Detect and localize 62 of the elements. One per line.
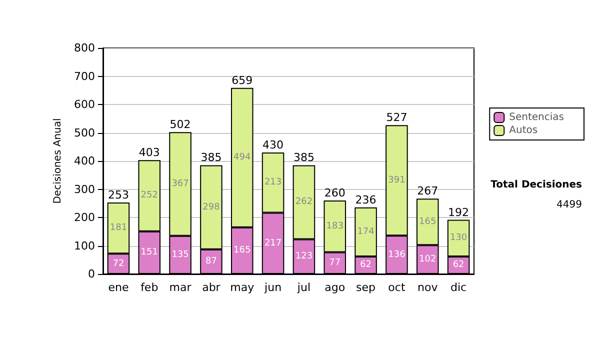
y-tick-label: 700 <box>74 70 95 83</box>
data-label: 298 <box>202 202 220 212</box>
data-label: 174 <box>357 226 375 237</box>
total-label: 659 <box>232 74 253 87</box>
data-label: 102 <box>419 254 436 265</box>
data-label: 123 <box>295 252 313 262</box>
x-tick-label: feb <box>140 281 158 294</box>
data-label: 183 <box>326 221 344 232</box>
data-label: 252 <box>140 190 158 201</box>
y-axis-title: Decisiones Anual <box>52 118 64 204</box>
total-label: 385 <box>200 151 222 164</box>
y-tick-label: 100 <box>74 239 95 252</box>
x-tick-label: jun <box>264 281 282 294</box>
legend-label: Autos <box>509 125 538 136</box>
data-label: 62 <box>360 260 372 270</box>
data-label: 165 <box>419 216 436 227</box>
x-tick-label: dic <box>450 281 467 294</box>
data-label: 130 <box>450 233 468 244</box>
x-tick-label: sep <box>356 281 376 294</box>
x-tick-label: may <box>230 281 255 294</box>
data-label: 77 <box>329 258 341 268</box>
text: 4499 <box>556 200 582 210</box>
total-label: 502 <box>170 118 191 132</box>
x-tick-label: oct <box>388 281 406 294</box>
data-label: 367 <box>172 179 189 190</box>
data-label: 136 <box>388 250 406 260</box>
y-tick-label: 400 <box>74 154 95 168</box>
legend-label: Sentencias <box>509 112 564 123</box>
data-label: 217 <box>264 238 282 248</box>
data-label: 151 <box>140 248 158 258</box>
data-label: 165 <box>234 246 251 256</box>
x-tick-label: abr <box>202 281 221 294</box>
data-label: 262 <box>295 197 313 208</box>
total-label: 267 <box>417 184 438 198</box>
total-label: 253 <box>108 188 129 202</box>
data-label: 391 <box>388 175 406 186</box>
y-tick-label: 200 <box>74 211 95 224</box>
total-label: 260 <box>324 186 346 200</box>
y-tick-label: 0 <box>88 268 95 280</box>
data-label: 213 <box>264 178 282 188</box>
y-tick-label: 300 <box>74 182 95 196</box>
data-label: 494 <box>234 152 251 163</box>
y-tick-label: 800 <box>74 42 95 54</box>
x-tick-label: mar <box>169 281 192 294</box>
total-label: 385 <box>293 151 314 164</box>
total-label: 527 <box>386 111 408 124</box>
data-label: 181 <box>110 223 128 234</box>
data-label: 135 <box>172 250 189 260</box>
y-tick-label: 500 <box>74 126 95 140</box>
x-tick-label: ene <box>108 281 129 294</box>
data-label: 87 <box>205 256 217 267</box>
total-label: 192 <box>448 206 470 219</box>
y-tick-label: 600 <box>74 98 95 111</box>
data-label: 72 <box>112 258 124 269</box>
text: Total Decisiones <box>490 180 582 190</box>
x-tick-label: nov <box>418 281 438 294</box>
total-label: 236 <box>355 193 376 206</box>
data-label: 62 <box>452 260 464 270</box>
total-label: 403 <box>138 146 160 160</box>
x-tick-label: jul <box>296 281 311 294</box>
x-tick-label: ago <box>324 281 346 294</box>
total-label: 430 <box>262 138 284 152</box>
